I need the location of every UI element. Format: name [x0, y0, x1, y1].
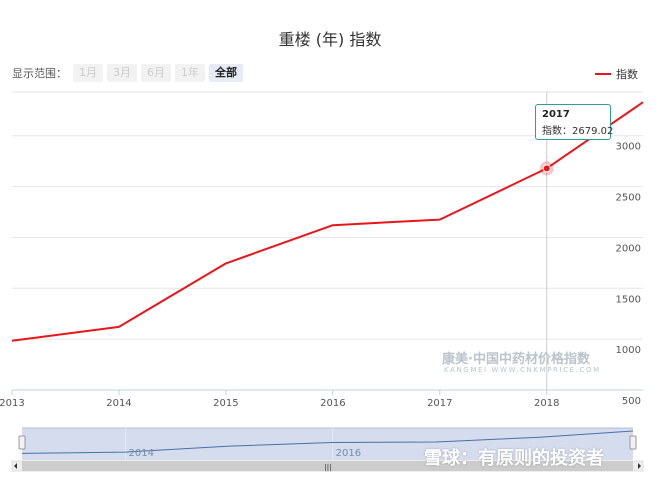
navigator-label: 2016: [336, 448, 361, 459]
range-selector: 显示范围： 1月 3月 6月 1年 全部: [12, 64, 247, 82]
scroll-right-arrow-icon[interactable]: [638, 463, 641, 469]
legend[interactable]: 指数: [595, 66, 638, 82]
chart-title: 重楼 (年) 指数: [278, 30, 382, 49]
legend-line-swatch: [595, 73, 611, 75]
navigator-handle-left[interactable]: [18, 435, 26, 450]
x-axis-ticks: 2013 2014 2015 2016 2017 2018: [0, 390, 559, 409]
range-button-all[interactable]: 全部: [209, 64, 243, 82]
legend-label: 指数: [616, 68, 638, 81]
watermark-brand: 康美·中国中药材价格指数: [442, 352, 590, 367]
x-tick-label: 2017: [427, 398, 452, 409]
range-selector-label: 显示范围：: [12, 67, 67, 80]
y-tick-label: 3000: [616, 142, 641, 153]
navigator-handle-right[interactable]: [629, 435, 637, 450]
x-tick-label: 2018: [534, 398, 559, 409]
xueqiu-watermark: 雪球：有原则的投资者: [424, 448, 604, 469]
x-tick-label: 2016: [320, 398, 345, 409]
scroll-left-arrow-icon[interactable]: [14, 463, 17, 469]
y-tick-label: 2000: [616, 243, 641, 254]
series-layer: [11, 101, 644, 342]
range-button-3m[interactable]: 3月: [107, 64, 137, 82]
range-button-6m[interactable]: 6月: [141, 64, 171, 82]
tooltip: 2017 指数：2679.02: [535, 104, 614, 140]
y-tick-label: 1000: [616, 345, 641, 356]
range-button-1m[interactable]: 1月: [73, 64, 103, 82]
scrollbar-thumb[interactable]: [22, 461, 633, 471]
y-tick-label: 500: [622, 396, 641, 407]
x-tick-label: 2015: [213, 398, 238, 409]
y-axis-ticks: 500 1000 1500 2000 2500 3000: [616, 142, 641, 407]
hover-point[interactable]: [542, 164, 551, 173]
navigator-label: 2014: [129, 448, 154, 459]
range-button-1y[interactable]: 1年: [175, 64, 205, 82]
x-tick-label: 2013: [0, 398, 25, 409]
navigator-mask[interactable]: [22, 428, 633, 460]
tooltip-x: 2017: [542, 109, 570, 120]
scrollbar-grip: |||: [324, 464, 331, 472]
navigator: 2014 2016 |||: [11, 427, 644, 472]
y-tick-label: 2500: [616, 193, 641, 204]
tooltip-y: 指数：2679.02: [542, 126, 614, 137]
watermark-sub: KANGMEI WWW.CNKMPRICE.COM: [444, 366, 601, 374]
navigator-series-line: [21, 430, 634, 454]
x-tick-label: 2014: [106, 398, 131, 409]
y-tick-label: 1500: [616, 294, 641, 305]
grid-lines: [12, 91, 643, 391]
